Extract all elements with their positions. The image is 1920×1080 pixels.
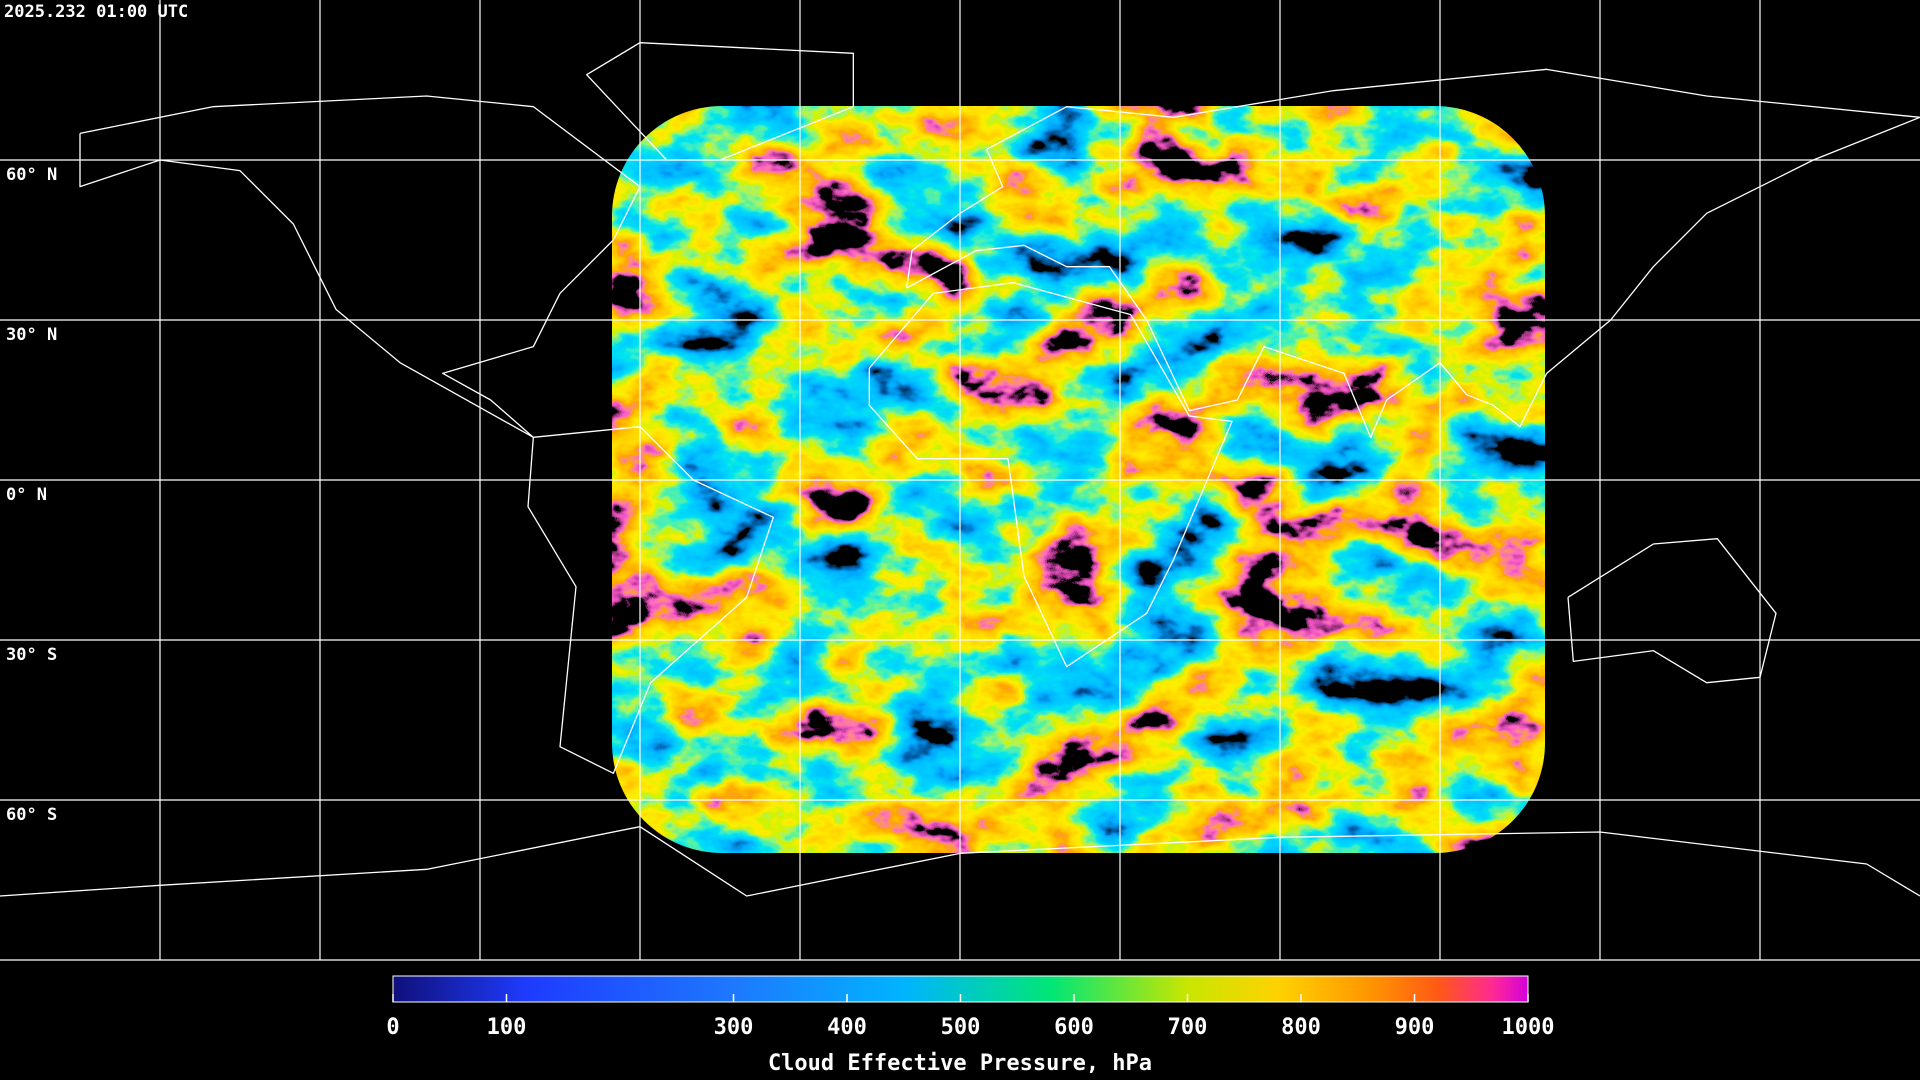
- colorbar-tick-label: 0: [386, 1015, 399, 1040]
- coastline: [868, 282, 1233, 668]
- graticule: [0, 0, 1920, 961]
- colorbar-tick-label: 500: [941, 1015, 981, 1040]
- colorbar-title: Cloud Effective Pressure, hPa: [768, 1051, 1152, 1076]
- colorbar-tick-label: 900: [1395, 1015, 1435, 1040]
- coastline: [79, 95, 641, 438]
- colorbar-tick-label: 100: [487, 1015, 527, 1040]
- coastline: [0, 826, 1920, 897]
- colorbar-tick-label: 600: [1054, 1015, 1094, 1040]
- colorbar: [392, 975, 1529, 1003]
- colorbar-ticks: 0 100 300 400 500 600 700 800 900 1000: [386, 994, 1554, 1040]
- colorbar-tick-label: 300: [714, 1015, 754, 1040]
- lat-label: 30° N: [6, 325, 57, 345]
- timestamp: 2025.232 01:00 UTC: [4, 2, 188, 22]
- colorbar-tick-label: 400: [827, 1015, 867, 1040]
- lat-label: 60° S: [6, 805, 57, 825]
- colorbar-tick-label: 800: [1281, 1015, 1321, 1040]
- lat-label: 30° S: [6, 645, 57, 665]
- lat-label: 0° N: [6, 485, 47, 505]
- coastlines: [0, 42, 1920, 897]
- colorbar-tick-label: 700: [1168, 1015, 1208, 1040]
- colorbar-tick-label: 1000: [1502, 1015, 1555, 1040]
- lat-label: 60° N: [6, 165, 57, 185]
- coastline: [527, 426, 774, 774]
- coastline: [906, 68, 1920, 438]
